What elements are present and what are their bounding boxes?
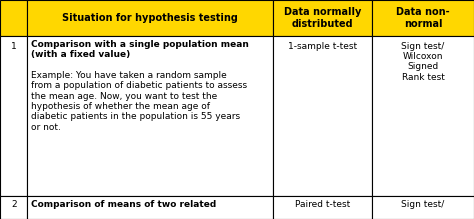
- Text: Sign test/
Wilcoxon
Signed
Rank test: Sign test/ Wilcoxon Signed Rank test: [401, 42, 445, 82]
- Bar: [372, 36, 474, 196]
- Text: 1-sample t-test: 1-sample t-test: [288, 42, 357, 51]
- Bar: [372, 196, 474, 219]
- Text: Data normally
distributed: Data normally distributed: [283, 7, 361, 29]
- Text: Comparison of means of two related: Comparison of means of two related: [31, 200, 217, 209]
- Text: Situation for hypothesis testing: Situation for hypothesis testing: [62, 13, 238, 23]
- Bar: [372, 0, 474, 36]
- Bar: [27, 36, 273, 196]
- Bar: [273, 0, 372, 36]
- Bar: [27, 196, 273, 219]
- Bar: [0, 196, 27, 219]
- Text: 1: 1: [11, 42, 17, 51]
- Text: Paired t-test: Paired t-test: [295, 200, 350, 209]
- Text: Comparison with a single population mean
(with a fixed value): Comparison with a single population mean…: [31, 40, 249, 60]
- Bar: [0, 0, 27, 36]
- Bar: [273, 196, 372, 219]
- Text: Example: You have taken a random sample
from a population of diabetic patients t: Example: You have taken a random sample …: [31, 71, 247, 132]
- Text: Data non-
normal: Data non- normal: [396, 7, 450, 29]
- Text: Sign test/: Sign test/: [401, 200, 445, 209]
- Bar: [27, 0, 273, 36]
- Text: 2: 2: [11, 200, 17, 209]
- Bar: [273, 36, 372, 196]
- Bar: [0, 36, 27, 196]
